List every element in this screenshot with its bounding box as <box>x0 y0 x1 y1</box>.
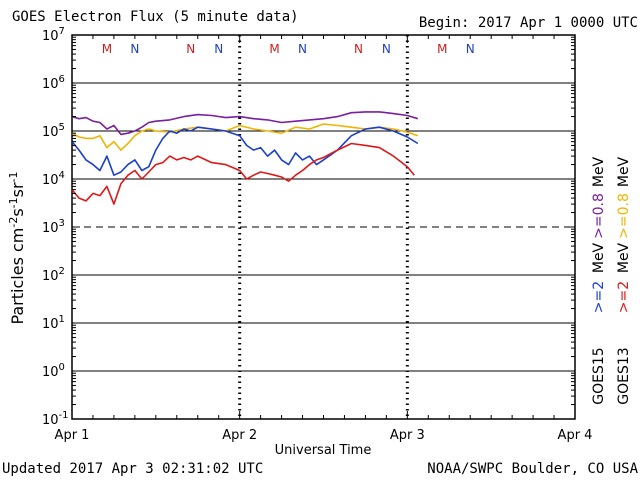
legend-goes15-ge08: >=0.8 <box>591 193 607 239</box>
marker-label: M <box>269 42 279 56</box>
legend-unit-mid-2: MeV <box>616 242 632 273</box>
legend-goes15-ge2: >=2 <box>591 281 607 313</box>
day-boundary-lines <box>238 35 409 419</box>
y-tick-label: 100 <box>42 362 65 380</box>
marker-label: M <box>437 42 447 56</box>
plot-frame <box>71 34 576 420</box>
chart-title: GOES Electron Flux (5 minute data) <box>12 9 299 25</box>
marker-label: N <box>466 42 475 56</box>
updated-time: Updated 2017 Apr 3 02:31:02 UTC <box>2 461 264 477</box>
y-tick-label: 10-1 <box>42 410 69 428</box>
y-tick-base: 10 <box>42 269 59 284</box>
y-axis-label-sup: -2 <box>7 217 20 228</box>
x-tick-label: Apr 4 <box>558 428 593 443</box>
y-tick-exp: 7 <box>59 26 65 37</box>
y-axis-label-part: sr <box>8 182 27 197</box>
data-source: NOAA/SWPC Boulder, CO USA <box>427 461 638 477</box>
y-tick-exp: 0 <box>59 362 65 373</box>
y-tick-label: 104 <box>42 170 65 188</box>
y-tick-base: 10 <box>42 413 59 428</box>
y-tick-exp: 5 <box>59 122 65 133</box>
legend-ge08-label: >=0.8 <box>616 193 632 239</box>
legend-unit-top-2: MeV <box>616 156 632 187</box>
legend-unit-mid: MeV <box>591 242 607 273</box>
x-tick-label: Apr 2 <box>222 428 257 443</box>
legend-goes13-ge08: >=0.8 <box>616 193 632 239</box>
marker-label: N <box>298 42 307 56</box>
y-axis-label-sup: -1 <box>7 171 20 182</box>
y-tick-exp: 6 <box>59 74 65 85</box>
y-tick-exp: 4 <box>59 170 65 181</box>
x-axis-ticks: Apr 1 Apr 2 Apr 3 Apr 4 <box>55 35 593 443</box>
series-line-goes15-0-8-mev <box>71 111 419 136</box>
y-tick-base: 10 <box>42 365 59 380</box>
y-axis-label-part: s <box>8 208 27 216</box>
legend-goes13-ge2: >=2 <box>616 281 632 313</box>
legend-ge08-label: >=0.8 <box>591 193 607 239</box>
legend-ge2-label: >=2 <box>616 281 632 313</box>
x-axis-label: Universal Time <box>275 443 372 458</box>
y-tick-label: 102 <box>42 266 65 284</box>
y-tick-label: 105 <box>42 122 65 140</box>
y-axis-label: Particles cm-2s-1sr-1 <box>7 171 27 324</box>
legend-unit-top: MeV <box>591 156 607 187</box>
y-tick-base: 10 <box>42 317 59 332</box>
marker-label: N <box>186 42 195 56</box>
y-tick-base: 10 <box>42 29 59 44</box>
legend-goes13-sat: GOES13 <box>616 347 632 404</box>
y-tick-exp: 2 <box>59 266 65 277</box>
marker-label: N <box>354 42 363 56</box>
y-tick-base: 10 <box>42 221 59 236</box>
y-tick-label: 103 <box>42 218 65 236</box>
y-tick-exp: 1 <box>59 314 65 325</box>
marker-label: M <box>102 42 112 56</box>
y-tick-base: 10 <box>42 173 59 188</box>
marker-label: N <box>214 42 223 56</box>
x-tick-label: Apr 3 <box>390 428 425 443</box>
series-lines <box>71 111 419 205</box>
y-tick-base: 10 <box>42 77 59 92</box>
legend-ge2-label: >=2 <box>591 281 607 313</box>
y-axis-label-sup: -1 <box>7 197 20 208</box>
series-line-goes13-2-mev <box>71 142 415 205</box>
y-axis-label-part: Particles cm <box>8 228 27 325</box>
series-line-goes15-2-mev <box>71 126 419 176</box>
y-tick-exp: -1 <box>59 410 69 421</box>
grid-lines <box>72 82 575 372</box>
y-tick-label: 101 <box>42 314 65 332</box>
y-tick-label: 106 <box>42 74 65 92</box>
legend-goes15-sat: GOES15 <box>591 347 607 404</box>
y-tick-base: 10 <box>42 125 59 140</box>
legend: >=0.8 >=2 GOES15 >=0.8 >=2 GOES13 MeV Me… <box>591 156 632 404</box>
marker-label: N <box>130 42 139 56</box>
y-tick-label: 107 <box>42 26 65 44</box>
y-tick-exp: 3 <box>59 218 65 229</box>
marker-label: N <box>382 42 391 56</box>
x-tick-label: Apr 1 <box>55 428 90 443</box>
begin-time: Begin: 2017 Apr 1 0000 UTC <box>418 15 638 31</box>
